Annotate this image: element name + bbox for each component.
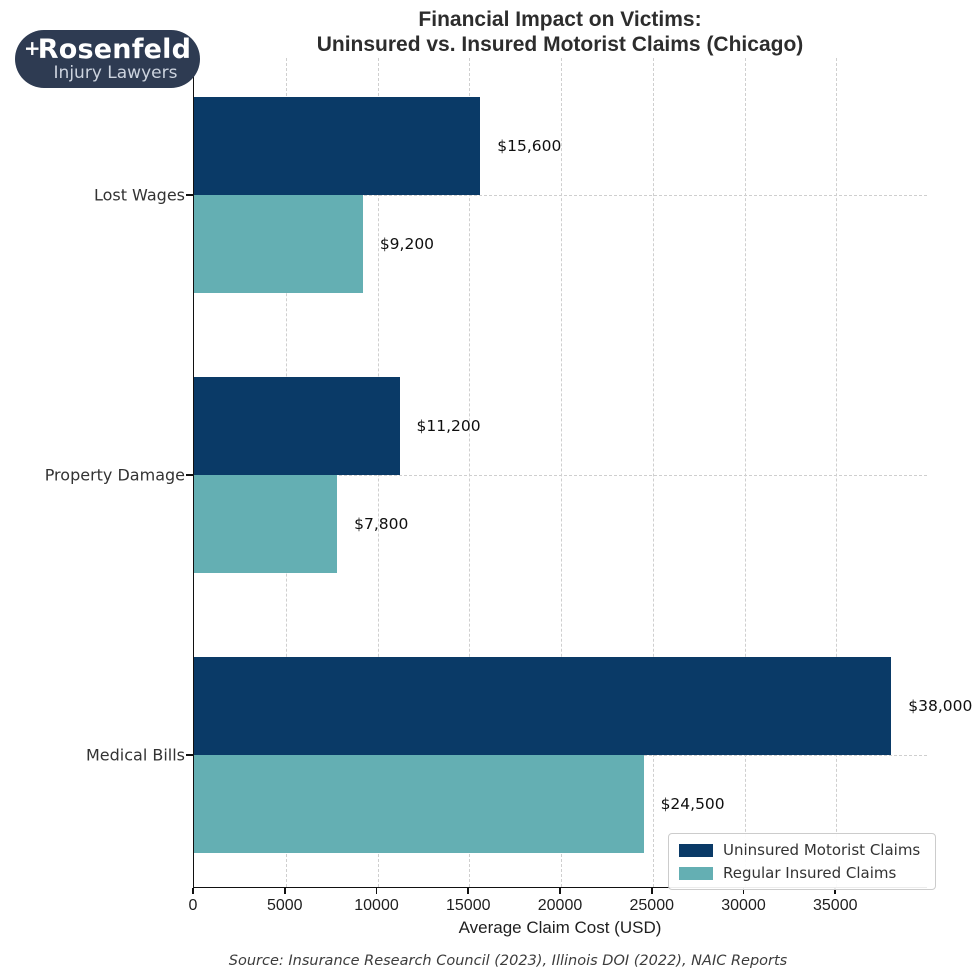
category-label: Property Damage [44, 465, 185, 485]
chart-title-line2: Uninsured vs. Insured Motorist Claims (C… [316, 33, 804, 56]
chart-title-line1: Financial Impact on Victims: [418, 8, 702, 31]
x-axis-tick [192, 888, 194, 894]
gridline-vertical [561, 58, 562, 887]
x-axis-tick [559, 888, 561, 894]
x-tick-label: 5000 [266, 897, 303, 914]
x-axis-tick [467, 888, 470, 894]
gridline-vertical [836, 58, 838, 887]
legend-label: Regular Insured Claims [723, 864, 897, 882]
gridline-horizontal [194, 195, 927, 196]
y-axis-tick [186, 754, 193, 756]
x-tick-label: 25000 [629, 897, 675, 914]
x-tick-label: 35000 [813, 897, 858, 914]
bar-uninsured [194, 97, 481, 195]
bar-insured [194, 475, 338, 573]
legend-box: Uninsured Motorist Claims Regular Insured… [668, 833, 936, 890]
x-tick-label: 15000 [446, 897, 491, 914]
bar-value-label: $9,200 [379, 235, 435, 253]
gridline-vertical [744, 58, 746, 887]
bar-uninsured [194, 657, 892, 755]
legend-item: Uninsured Motorist Claims [679, 841, 925, 859]
y-axis-tick [186, 474, 193, 476]
bar-insured [194, 755, 644, 853]
legend-label: Uninsured Motorist Claims [723, 841, 921, 859]
x-axis-tick [742, 888, 745, 894]
bar-value-label: $15,600 [497, 137, 562, 155]
legend-item: Regular Insured Claims [679, 864, 925, 882]
x-axis-tick [834, 888, 837, 894]
bar-uninsured [194, 377, 400, 475]
category-label: Medical Bills [85, 745, 185, 765]
logo-name-text: Rosenfeld [37, 33, 192, 65]
x-axis-tick [650, 888, 653, 894]
plot-area: $15,600 $9,200 $11,200 $7,800 $38,000 $24,500 [193, 58, 972, 888]
legend-swatch [679, 843, 713, 857]
bar-value-label: $7,800 [354, 515, 409, 533]
legend-swatch [679, 866, 713, 880]
x-tick-label: 30000 [721, 897, 766, 914]
y-axis-tick [186, 194, 193, 196]
bar-value-label: $11,200 [416, 417, 481, 435]
plus-cross-icon: + [23, 35, 41, 60]
chart-title: Financial Impact on Victims: Uninsured v… [140, 7, 980, 57]
logo-tagline: Injury Lawyers [53, 62, 178, 83]
logo-name: +Rosenfeld [24, 36, 191, 63]
x-tick-label: 10000 [354, 897, 399, 914]
x-tick-label: 0 [188, 897, 198, 914]
bar-insured [194, 195, 363, 293]
x-tick-label: 20000 [537, 897, 583, 914]
gridline-vertical [652, 58, 654, 887]
gridline-vertical [469, 58, 471, 887]
x-axis-tick [375, 888, 378, 894]
x-axis-label: Average Claim Cost (USD) [458, 918, 662, 937]
gridline-horizontal [194, 475, 927, 476]
rosenfeld-logo: +Rosenfeld Injury Lawyers [15, 30, 200, 88]
category-label: Lost Wages [93, 185, 185, 205]
source-citation: Source: Insurance Research Council (2023… [228, 953, 788, 969]
bar-value-label: $24,500 [660, 795, 725, 813]
bar-value-label: $38,000 [908, 697, 973, 715]
x-axis-tick [283, 888, 286, 894]
